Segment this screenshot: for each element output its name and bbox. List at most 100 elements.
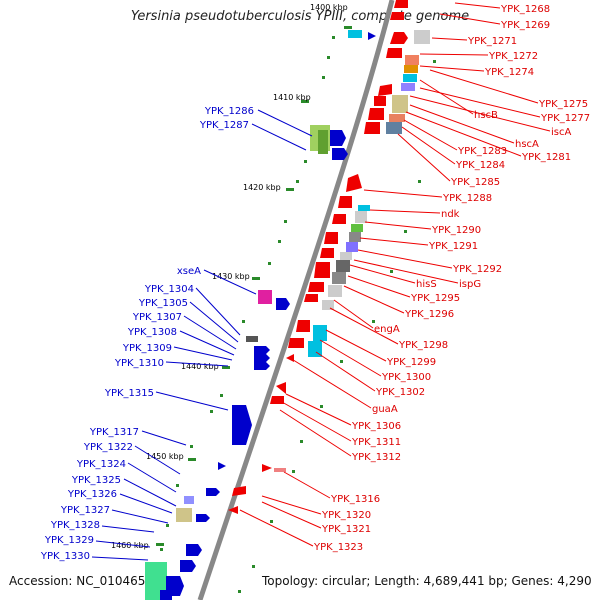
left-gene-labels: YPK_1286 YPK_1287 xseA YPK_1304 YPK_1305… [40,106,254,562]
kbp-label: 1440 kbp [181,362,219,371]
gene-label: YPK_1310 [114,358,164,369]
gene-block [332,272,346,284]
gene-block [340,252,352,260]
gene-arrow [304,294,318,302]
gene-label: YPK_1305 [138,298,188,309]
gene-arrow [338,196,352,208]
gene-block [386,122,402,134]
gene-arrow [394,0,408,8]
gene-block [336,260,350,272]
gene-label: YPK_1309 [122,343,172,354]
gene-label: YPK_1299 [386,357,436,368]
gene-label: YPK_1312 [351,452,401,463]
kbp-label: 1410 kbp [273,93,311,102]
gene-label: engA [374,324,400,335]
gene-block [258,290,272,304]
gene-label: guaA [372,404,398,415]
gene-block [322,300,334,310]
gene-label: YPK_1292 [452,264,502,275]
gene-arrow [390,32,408,44]
gene-arrow [228,506,238,514]
gene-arrow [378,84,392,96]
gene-label: ndk [441,209,460,220]
gene-label: YPK_1328 [50,520,100,531]
gene-block [184,496,194,504]
kbp-label: 1400 kbp [310,3,348,12]
gene-label: YPK_1290 [431,225,481,236]
gene-label: YPK_1271 [467,36,517,47]
gene-arrow [332,148,348,160]
gene-block [274,468,286,472]
gene-arrow [276,382,286,394]
gene-block [392,95,408,113]
gene-arrow [180,560,196,572]
gene-label: YPK_1307 [132,312,182,323]
gene-label: YPK_1291 [428,241,478,252]
gene-label: YPK_1296 [404,309,454,320]
gene-label: YPK_1326 [67,489,117,500]
gene-label: YPK_1277 [540,113,590,124]
gene-label: YPK_1272 [488,51,538,62]
gene-arrow [288,338,304,348]
gene-block [318,130,328,154]
gene-arrow [270,396,284,404]
gene-block [328,285,342,297]
gene-arrow [320,248,334,258]
gene-label: YPK_1327 [60,505,110,516]
gene-label: YPK_1274 [484,67,534,78]
gene-label: YPK_1324 [76,459,126,470]
gene-label: YPK_1275 [538,99,588,110]
gene-label: YPK_1320 [321,510,371,521]
accession-text: Accession: NC_010465 [9,574,146,588]
gene-block [348,30,362,38]
gene-label: xseA [177,266,201,277]
gene-block [346,242,358,252]
gene-arrow [218,462,226,470]
gene-arrow [254,354,270,362]
gene-label: hscB [474,110,498,121]
gene-label: hscA [515,139,539,150]
gene-arrow [308,282,324,292]
gene-label: YPK_1316 [330,494,380,505]
gene-arrow [346,174,362,192]
right-label-leaders [239,2,551,547]
gene-arrow [196,514,210,522]
gene-label: YPK_1268 [500,4,550,15]
gene-arrow [390,12,404,20]
gene-block [351,224,363,232]
gene-arrow [232,486,246,496]
gene-label: YPK_1302 [375,387,425,398]
gene-arrow [254,362,270,370]
gene-arrow [368,32,376,40]
gene-block [176,508,192,522]
gene-arrow [276,298,290,310]
gene-block [404,65,418,73]
gene-block [403,74,417,82]
kbp-label: 1450 kbp [146,452,184,461]
gene-arrow [232,405,252,445]
gene-label: YPK_1304 [144,284,194,295]
gene-arrow [206,488,220,496]
kbp-label: 1420 kbp [243,183,281,192]
gene-label: YPK_1283 [457,146,507,157]
gene-arrow [368,108,384,120]
gene-label: YPK_1300 [381,372,431,383]
gene-label: YPK_1295 [410,293,460,304]
gene-arrow [296,320,310,332]
gene-block [401,83,415,91]
gene-arrow [314,262,330,278]
gene-label: YPK_1284 [455,160,505,171]
gene-block [414,30,430,44]
gene-arrow [386,48,402,58]
kbp-label: 1460 kbp [111,541,149,550]
gene-block [374,96,386,106]
gene-label: YPK_1329 [44,535,94,546]
gene-label: YPK_1281 [521,152,571,163]
left-strand-genes [145,30,376,600]
gene-block [358,205,370,211]
right-strand-genes [228,0,430,514]
gene-arrow [186,544,202,556]
gene-arrow [262,464,272,472]
gene-label: YPK_1308 [127,327,177,338]
